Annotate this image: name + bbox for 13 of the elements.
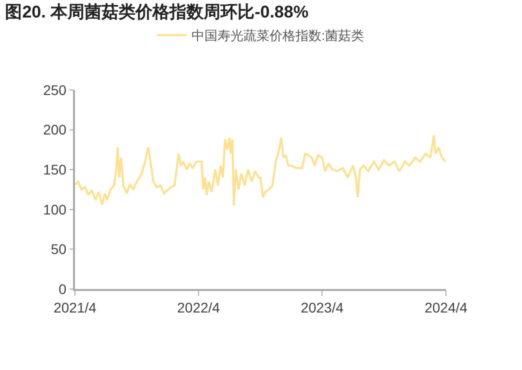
- y-tick-label: 100: [43, 201, 67, 218]
- y-tick-label: 200: [43, 122, 67, 138]
- y-tick-label: 50: [50, 241, 67, 258]
- y-tick-label: 250: [43, 82, 67, 98]
- y-tick-label: 150: [43, 162, 67, 178]
- y-tick-label: 0: [58, 280, 67, 297]
- x-tick-label: 2022/4: [177, 300, 220, 316]
- x-tick-label: 2024/4: [424, 300, 468, 316]
- chart-title: 图20. 本周菌菇类价格指数周环比-0.88%: [5, 2, 308, 22]
- line-series: [75, 134, 446, 206]
- x-tick-label: 2023/4: [300, 300, 344, 316]
- legend-label: 中国寿光蔬菜价格指数:菌菇类: [192, 28, 364, 44]
- x-tick-label: 2021/4: [54, 300, 97, 316]
